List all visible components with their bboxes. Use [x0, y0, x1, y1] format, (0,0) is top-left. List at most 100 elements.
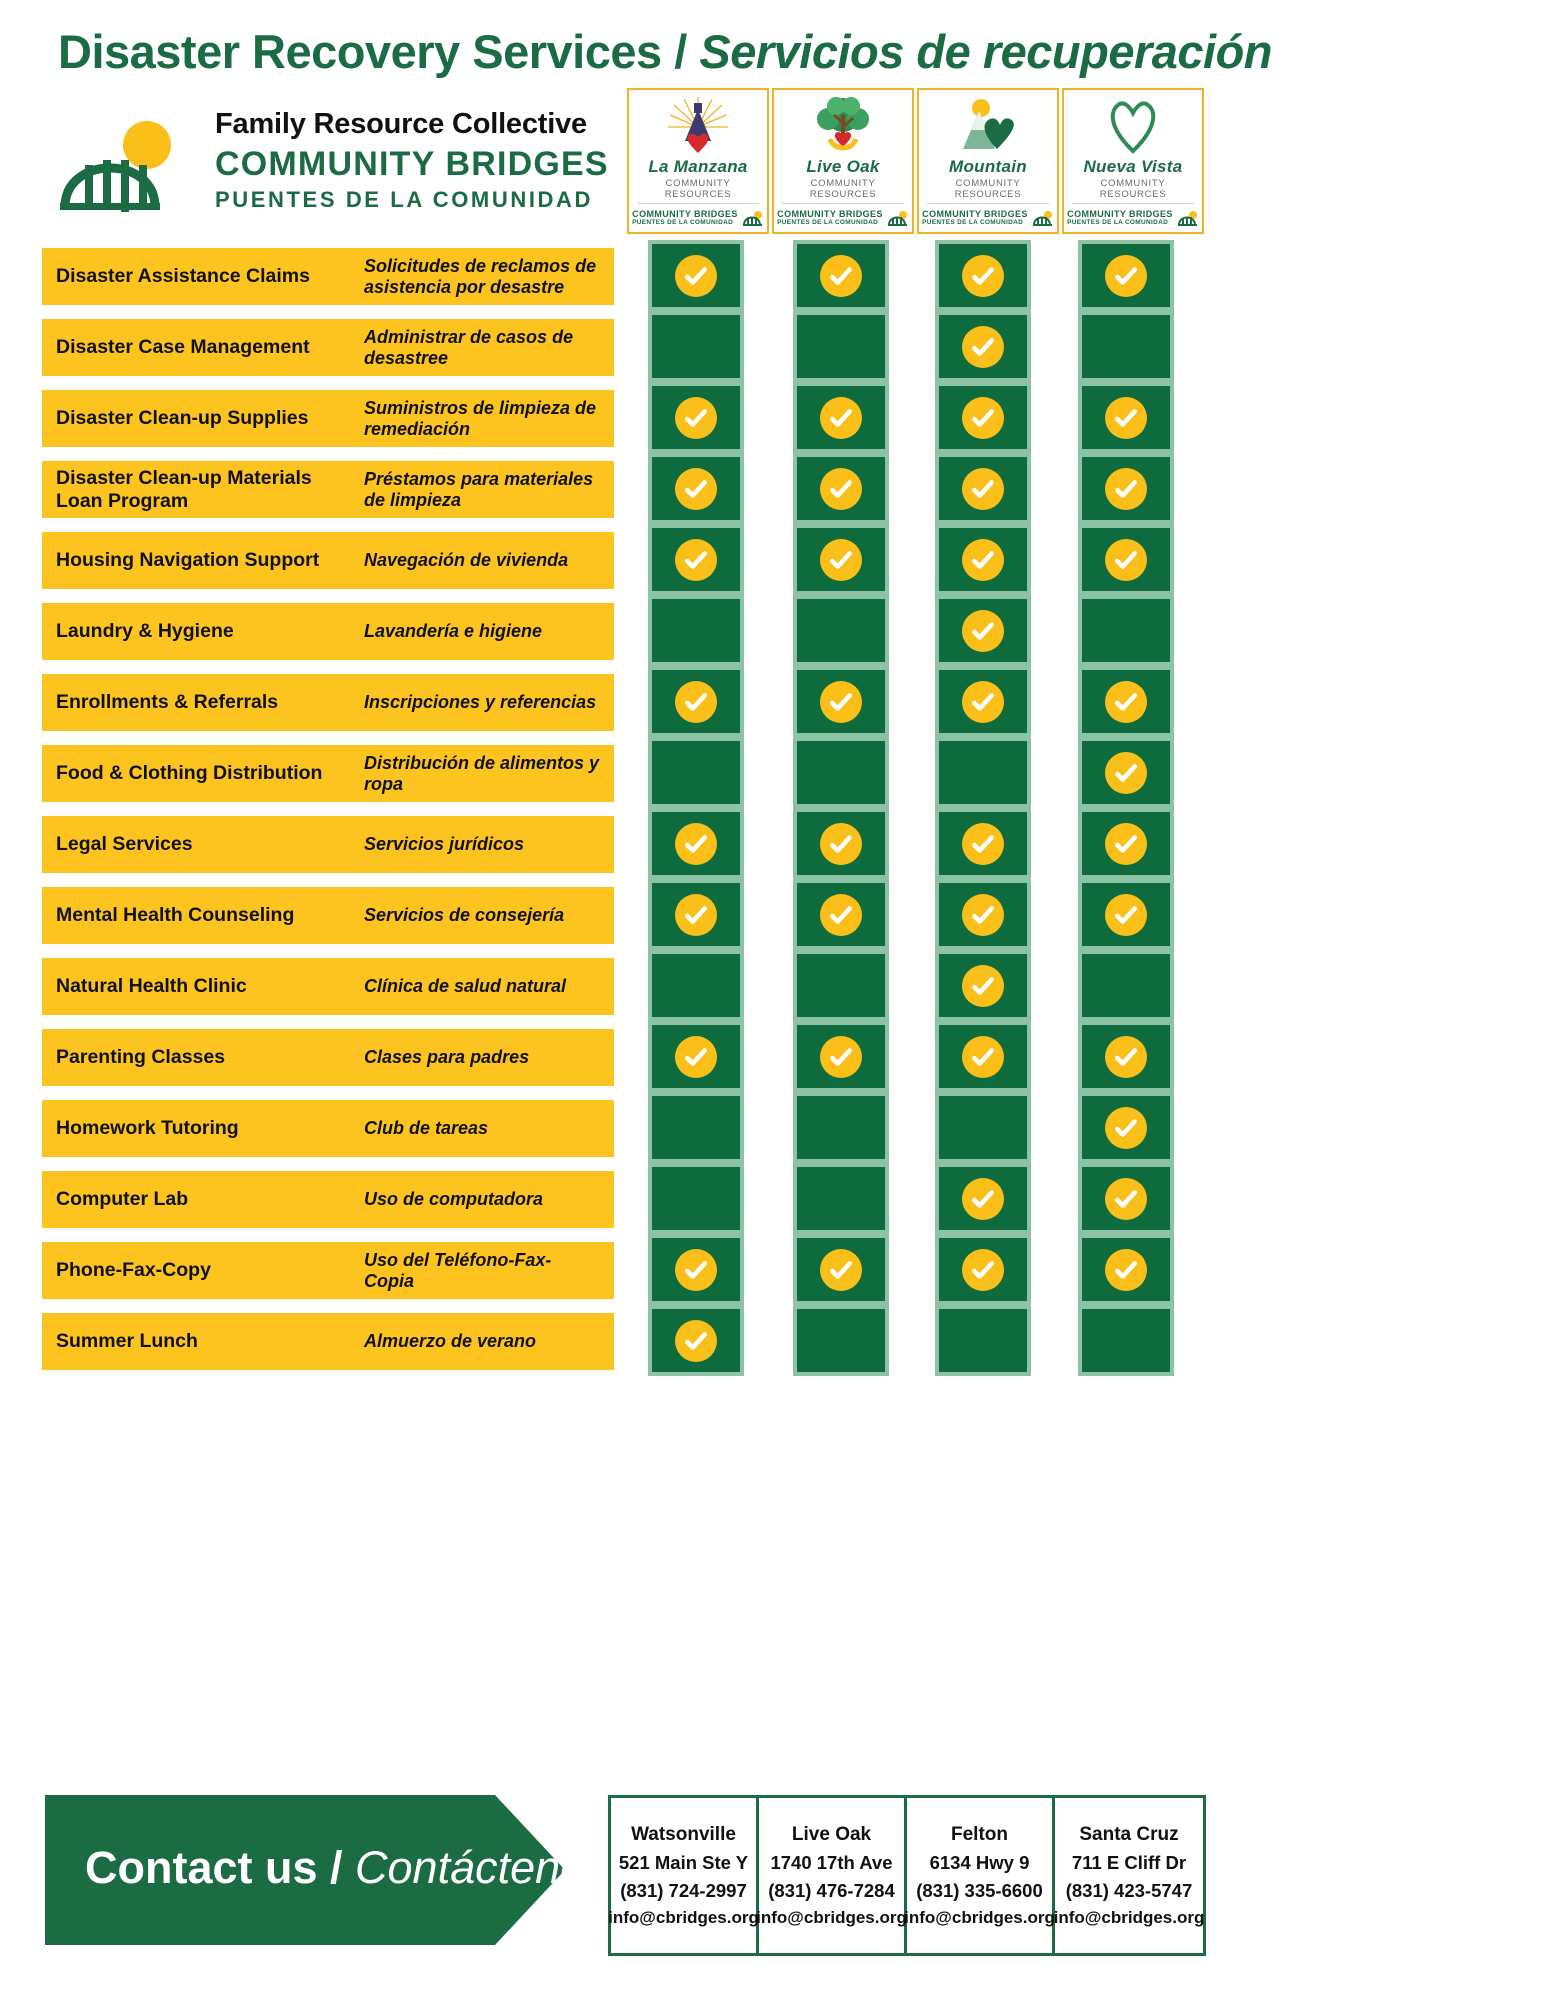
availability-cell-checked — [1078, 737, 1174, 808]
availability-cell-checked — [935, 595, 1031, 666]
availability-cell-checked — [793, 1234, 889, 1305]
availability-column-la-manzana — [648, 240, 744, 1376]
service-name-en: Disaster Clean-up Supplies — [56, 407, 309, 430]
service-name-es: Inscripciones y referencias — [364, 692, 597, 713]
center-footer-community-bridges: COMMUNITY BRIDGES — [777, 209, 883, 219]
service-name-es: Distribución de alimentos y ropa — [364, 752, 600, 794]
availability-cell-checked — [935, 524, 1031, 595]
availability-cell-checked — [935, 1234, 1031, 1305]
center-subtitle: COMMUNITY RESOURCES — [1072, 178, 1194, 204]
availability-cell-empty — [793, 1092, 889, 1163]
service-name-es: Club de tareas — [364, 1118, 489, 1139]
availability-cell-checked — [793, 240, 889, 311]
availability-cell-checked — [1078, 1163, 1174, 1234]
service-name-es: Suministros de limpieza de remediación — [364, 397, 597, 439]
availability-cell-checked — [1078, 808, 1174, 879]
availability-cell-checked — [648, 524, 744, 595]
check-icon — [820, 467, 862, 510]
availability-cell-checked — [935, 240, 1031, 311]
location-email[interactable]: info@cbridges.org — [608, 1907, 759, 1927]
availability-cell-checked — [935, 879, 1031, 950]
availability-cell-empty — [648, 595, 744, 666]
check-icon — [962, 538, 1004, 581]
location-card-santa-cruz[interactable]: Santa Cruz 711 E Cliff Dr (831) 423-5747 in… — [1053, 1798, 1205, 1953]
location-address: 521 Main Ste Y — [618, 1851, 749, 1873]
check-icon — [962, 254, 1004, 297]
location-card-live-oak[interactable]: Live Oak 1740 17th Ave (831) 476-7284 info@… — [756, 1798, 907, 1953]
logo-line-family-resource-collective: Family Resource Collective — [215, 108, 587, 140]
location-cards: Watsonville 521 Main Ste Y (831) 724-2997 i… — [608, 1795, 1206, 1956]
availability-cell-empty — [793, 595, 889, 666]
service-row: Disaster Assistance Claims Solicitudes de… — [42, 248, 614, 305]
check-icon — [962, 822, 1004, 865]
availability-cell-empty — [935, 1092, 1031, 1163]
location-phone[interactable]: (831) 724-2997 — [620, 1879, 747, 1901]
contact-banner: Contact us / Contáctenos — [45, 1795, 610, 1945]
page-title-es: Servicios de recuperación — [699, 25, 1273, 78]
check-icon — [962, 325, 1004, 368]
check-icon — [1105, 254, 1147, 297]
availability-cell-checked — [1078, 666, 1174, 737]
center-card-live-oak[interactable]: Live Oak COMMUNITY RESOURCES COMMUNITY BRI… — [772, 88, 914, 234]
open-heart-icon — [1102, 95, 1164, 155]
service-name-en: Homework Tutoring — [56, 1117, 239, 1140]
availability-cell-checked — [1078, 524, 1174, 595]
location-address: 711 E Cliff Dr — [1071, 1851, 1187, 1873]
bridge-mini-icon — [742, 210, 762, 226]
check-icon — [675, 1248, 717, 1291]
service-row: Housing Navigation Support Navegación de … — [42, 532, 614, 589]
check-icon — [675, 538, 717, 581]
location-name: Santa Cruz — [1079, 1823, 1179, 1845]
availability-cell-checked — [648, 879, 744, 950]
center-name: Mountain — [949, 157, 1027, 176]
check-icon — [962, 396, 1004, 439]
check-icon — [1105, 1248, 1147, 1291]
service-name-es: Uso de computadora — [364, 1189, 544, 1210]
service-row: Computer Lab Uso de computadora — [42, 1171, 614, 1228]
service-name-en: Food & Clothing Distribution — [56, 762, 323, 785]
check-icon — [1105, 680, 1147, 723]
location-card-watsonville[interactable]: Watsonville 521 Main Ste Y (831) 724-2997 i… — [608, 1798, 759, 1953]
service-name-en: Computer Lab — [56, 1188, 189, 1211]
check-icon — [675, 822, 717, 865]
location-phone[interactable]: (831) 476-7284 — [768, 1879, 895, 1901]
service-row: Natural Health Clinic Clínica de salud na… — [42, 958, 614, 1015]
availability-cell-checked — [935, 808, 1031, 879]
availability-cell-empty — [1078, 311, 1174, 382]
service-name-es: Navegación de vivienda — [364, 550, 569, 571]
contact-arrow-shape — [45, 1795, 565, 1945]
availability-column-mountain — [935, 240, 1031, 1376]
location-email[interactable]: info@cbridges.org — [904, 1907, 1055, 1927]
service-row: Parenting Classes Clases para padres — [42, 1029, 614, 1086]
contact-label-en: Contact us — [85, 1842, 318, 1893]
center-subtitle: COMMUNITY RESOURCES — [782, 178, 904, 204]
center-card-la-manzana[interactable]: La Manzana COMMUNITY RESOURCES COMMUNITY B… — [627, 88, 769, 234]
availability-cell-checked — [793, 666, 889, 737]
availability-cell-checked — [935, 666, 1031, 737]
location-email[interactable]: info@cbridges.org — [756, 1907, 907, 1927]
sunburst-heart-icon — [667, 95, 729, 155]
center-card-nueva-vista[interactable]: Nueva Vista COMMUNITY RESOURCES COMMUNITY … — [1062, 88, 1204, 234]
location-email[interactable]: info@cbridges.org — [1053, 1907, 1205, 1927]
service-name-es: Lavandería e higiene — [364, 621, 543, 642]
location-phone[interactable]: (831) 335-6600 — [916, 1879, 1043, 1901]
service-name-en: Phone-Fax-Copy — [56, 1259, 211, 1282]
center-footer-puentes: PUENTES DE LA COMUNIDAD — [632, 219, 734, 226]
location-card-felton[interactable]: Felton 6134 Hwy 9 (831) 335-6600 info@cbrid… — [904, 1798, 1055, 1953]
availability-cell-empty — [793, 950, 889, 1021]
check-icon — [675, 467, 717, 510]
location-phone[interactable]: (831) 423-5747 — [1065, 1879, 1193, 1901]
availability-cell-empty — [793, 1305, 889, 1376]
service-name-en: Housing Navigation Support — [56, 549, 320, 572]
service-name-es: Administrar de casos de desastree — [364, 326, 574, 368]
availability-cell-checked — [1078, 240, 1174, 311]
center-card-footer: COMMUNITY BRIDGES PUENTES DE LA COMUNIDAD — [922, 209, 1054, 226]
center-footer-community-bridges: COMMUNITY BRIDGES — [1067, 209, 1173, 219]
check-icon — [675, 893, 717, 936]
center-card-mountain[interactable]: Mountain COMMUNITY RESOURCES COMMUNITY BRI… — [917, 88, 1059, 234]
center-name: Nueva Vista — [1083, 157, 1183, 176]
service-row: Disaster Clean-up Materials Loan Program… — [42, 461, 614, 518]
service-name-es: Clases para padres — [364, 1047, 530, 1068]
availability-cell-checked — [793, 879, 889, 950]
check-icon — [962, 467, 1004, 510]
